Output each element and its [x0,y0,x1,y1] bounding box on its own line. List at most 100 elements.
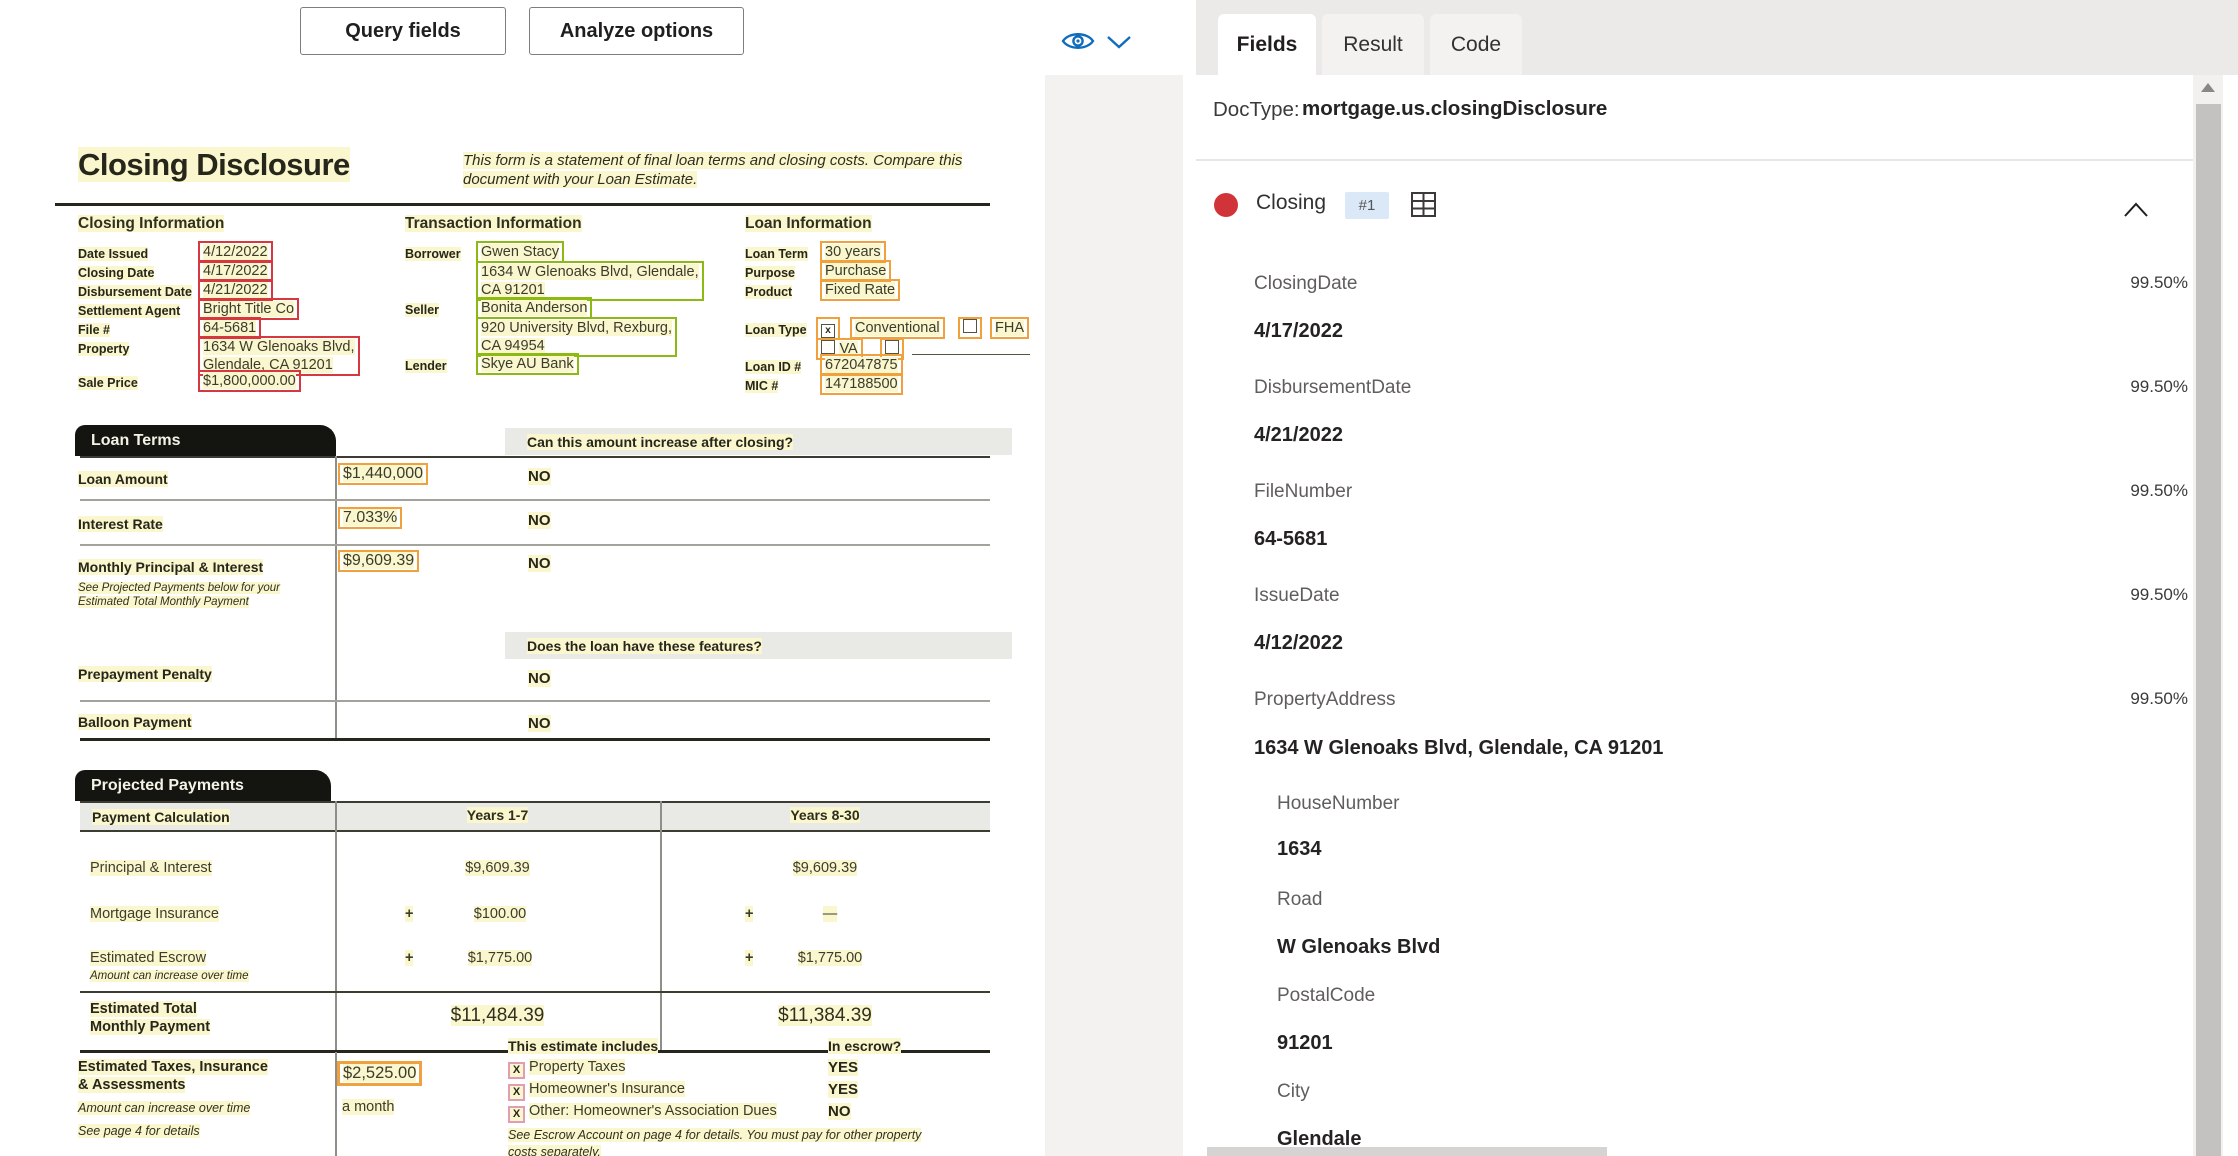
field-row-label[interactable]: ClosingDate [1254,273,1358,294]
bounding-box-property[interactable]: 1634 W Glenoaks Blvd, Glendale, CA 91201 [198,336,360,376]
bounding-box-loan-id[interactable]: 672047875 [820,354,903,376]
bounding-box-sale-price[interactable]: $1,800,000.00 [198,370,301,392]
field-row-label[interactable]: DisbursementDate [1254,377,1412,398]
monthly-pi-label: Monthly Principal & Interest [78,559,264,575]
bounding-box-settlement-agent[interactable]: Bright Title Co [198,298,300,320]
bounding-box-seller-address[interactable]: 920 University Blvd, Rexburg, CA 94954 [476,317,677,357]
field-row-label[interactable]: FileNumber [1254,481,1353,502]
years-8-30-header: Years 8-30 [790,807,860,823]
field-row-label[interactable]: IssueDate [1254,585,1340,606]
subfield-row-value[interactable]: 1634 [1277,838,1322,860]
divider [80,991,990,993]
subfield-row-value[interactable]: 91201 [1277,1032,1333,1054]
estimated-escrow-y8: $1,775.00 [797,950,863,966]
query-fields-button[interactable]: Query fields [300,7,506,55]
interest-rate-answer: NO [528,512,551,529]
subfield-row-label[interactable]: HouseNumber [1277,793,1400,814]
years-1-7-header: Years 1-7 [466,807,529,823]
subfield-row-label[interactable]: City [1277,1081,1310,1102]
collapse-chevron-up-icon[interactable] [2122,200,2150,220]
estimate-includes-heading: This estimate includes [508,1038,659,1054]
field-confidence: 99.50% [2130,377,2188,396]
plus-sign: + [405,950,414,966]
vertical-scrollbar-thumb[interactable] [2196,104,2221,1156]
mic-label: MIC # [745,379,779,393]
checkbox-checked: X [508,1106,525,1123]
divider [80,738,990,741]
tab-result[interactable]: Result [1322,14,1424,75]
bounding-box-seller-name[interactable]: Bonita Anderson [476,297,593,319]
bounding-box-monthly-pi[interactable]: $9,609.39 [338,550,420,572]
includes-item: X Other: Homeowner's Association Dues [508,1103,777,1123]
balloon-payment-label: Balloon Payment [78,714,192,730]
field-row-label[interactable]: PropertyAddress [1254,689,1396,710]
checkbox-checked: X [508,1084,525,1101]
bounding-box-file-number[interactable]: 64-5681 [198,317,262,339]
escrow-answer: YES [828,1081,859,1098]
field-label: Property [78,342,130,356]
prepayment-penalty-label: Prepayment Penalty [78,666,212,682]
subfield-row-label[interactable]: Road [1277,889,1323,910]
loan-info-heading: Loan Information [745,215,872,232]
group-name[interactable]: Closing [1256,191,1327,214]
checkbox-checked: X [508,1062,525,1079]
bounding-box-loan-amount[interactable]: $1,440,000 [338,463,429,485]
doctype-label: DocType: [1213,98,1300,121]
bounding-box-closing-date[interactable]: 4/17/2022 [198,260,273,282]
horizontal-scrollbar-thumb[interactable] [1207,1147,1607,1156]
divider [80,830,990,832]
toolbar: Run analysis Query fields Analyze option… [0,0,1183,55]
run-analysis-button[interactable]: Run analysis [22,7,275,53]
bounding-box-borrower-address[interactable]: 1634 W Glenoaks Blvd, Glendale, CA 91201 [476,261,704,301]
estimated-escrow-y1: $1,775.00 [467,950,533,966]
plus-sign: + [405,906,414,922]
field-row-value[interactable]: 64-5681 [1254,528,1328,550]
mortgage-insurance-label: Mortgage Insurance [90,906,219,922]
bounding-box-taxes-amount[interactable]: $2,525.00 [337,1061,423,1086]
field-row-value[interactable]: 1634 W Glenoaks Blvd, Glendale, CA 91201 [1254,737,1664,759]
tab-fields[interactable]: Fields [1218,14,1316,75]
loan-terms-question-1: Can this amount increase after closing? [505,428,1012,455]
bounding-box-disbursement-date[interactable]: 4/21/2022 [198,279,273,301]
bounding-box-date-issued[interactable]: 4/12/2022 [198,241,273,263]
subfield-row-value[interactable]: Glendale [1277,1128,1362,1150]
bounding-box-purpose[interactable]: Purchase [820,260,892,282]
bounding-box-interest-rate[interactable]: 7.033% [338,507,403,529]
field-row-value[interactable]: 4/17/2022 [1254,320,1343,342]
bounding-box-loan-term[interactable]: 30 years [820,241,886,263]
bounding-box-product[interactable]: Fixed Rate [820,279,901,301]
bounding-box-loan-type-fha[interactable]: FHA [990,317,1029,339]
field-row-value[interactable]: 4/21/2022 [1254,424,1343,446]
escrow-answer: NO [828,1103,851,1120]
checkbox-checked: x [821,324,835,338]
bounding-box-loan-type-checkbox-2[interactable] [958,317,982,339]
bounding-box-lender-name[interactable]: Skye AU Bank [476,353,579,375]
taxes-note-2: See page 4 for details [78,1124,200,1138]
divider [80,700,990,702]
estimated-escrow-label: Estimated Escrow [90,950,207,966]
product-label: Product [745,285,793,299]
scroll-up-arrow-icon[interactable] [2201,83,2215,92]
closing-info-heading: Closing Information [78,215,225,232]
bounding-box-loan-type-conventional[interactable]: Conventional [850,317,945,339]
includes-item: X Property Taxes [508,1059,626,1079]
field-confidence: 99.50% [2130,585,2188,604]
tab-code[interactable]: Code [1430,14,1522,75]
table-icon[interactable] [1410,191,1437,218]
subfield-row-value[interactable]: W Glenoaks Blvd [1277,936,1441,958]
analyze-options-button[interactable]: Analyze options [529,7,744,55]
checkbox-empty [963,319,977,333]
loan-term-label: Loan Term [745,247,808,261]
field-row-value[interactable]: 4/12/2022 [1254,632,1343,654]
bounding-box-borrower-name[interactable]: Gwen Stacy [476,241,565,263]
bounding-box-loan-type-checkbox-1[interactable]: x [816,317,840,340]
balloon-payment-answer: NO [528,715,551,732]
bounding-box-mic[interactable]: 147188500 [820,373,903,395]
subfield-row-label[interactable]: PostalCode [1277,985,1376,1006]
loan-id-label: Loan ID # [745,360,802,374]
chevron-down-icon[interactable] [1104,32,1134,52]
field-confidence: 99.50% [2130,689,2188,708]
estimated-escrow-note: Amount can increase over time [90,970,249,982]
preview-eye-icon[interactable] [1061,28,1095,54]
